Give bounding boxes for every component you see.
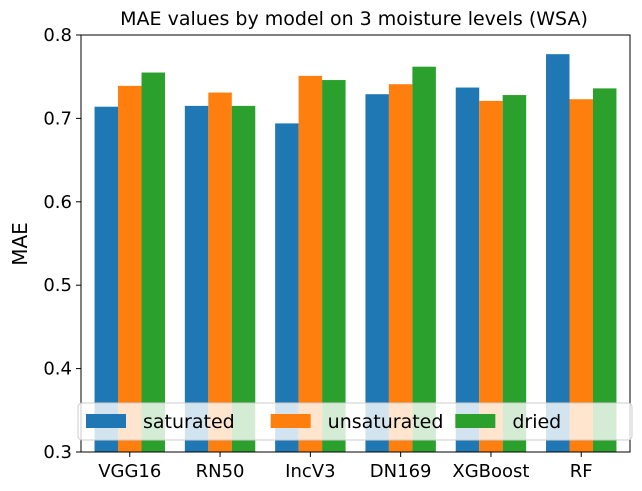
x-tick-label: RF xyxy=(570,461,593,482)
bar-saturated-rn50 xyxy=(184,105,209,452)
bar-unsaturated-rf xyxy=(569,99,593,452)
x-tick-label: RN50 xyxy=(196,461,245,482)
legend-box xyxy=(77,402,633,441)
legend-swatch-saturated xyxy=(86,414,126,428)
x-tick-label: VGG16 xyxy=(98,461,161,482)
chart-title: MAE values by model on 3 moisture levels… xyxy=(120,8,588,30)
bar-saturated-xgboost xyxy=(455,87,480,452)
plot-area: VGG16 RN50 IncV3 DN169 XGBoost RF 0.3 0.4 0.5 0.6… xyxy=(43,25,631,482)
legend-swatch-dried xyxy=(455,414,496,428)
bar-unsaturated-dn169 xyxy=(388,84,413,453)
bar-saturated-rf xyxy=(546,54,570,453)
legend-label-saturated: saturated xyxy=(143,411,235,433)
bar-dried-rn50 xyxy=(231,105,256,452)
bar-unsaturated-vgg16 xyxy=(118,85,142,453)
y-axis-label: MAE xyxy=(8,222,32,266)
y-tick-label: 0.8 xyxy=(43,25,72,46)
bar-saturated-vgg16 xyxy=(94,106,119,452)
y-tick-label: 0.3 xyxy=(43,442,72,463)
bar-unsaturated-rn50 xyxy=(208,92,232,453)
bar-unsaturated-xgboost xyxy=(479,100,503,452)
y-tick-label: 0.5 xyxy=(43,275,72,296)
bar-unsaturated-incv3 xyxy=(298,75,323,453)
legend: saturated unsaturated dried xyxy=(77,402,633,441)
legend-label-unsaturated: unsaturated xyxy=(328,411,444,433)
x-tick-label: IncV3 xyxy=(285,461,335,482)
bar-dried-vgg16 xyxy=(141,72,165,452)
bar-dried-xgboost xyxy=(502,95,527,453)
y-tick-label: 0.7 xyxy=(43,108,72,129)
bar-dried-rf xyxy=(592,88,617,452)
axes-frame xyxy=(80,34,631,453)
legend-label-dried: dried xyxy=(512,411,561,433)
y-tick-label: 0.4 xyxy=(43,359,72,380)
x-tick-label: XGBoost xyxy=(452,461,529,482)
bar-saturated-incv3 xyxy=(275,123,299,453)
y-tick-label: 0.6 xyxy=(43,192,72,213)
bar-dried-dn169 xyxy=(412,66,436,452)
x-tick-label: DN169 xyxy=(370,461,432,482)
legend-swatch-unsaturated xyxy=(270,414,311,428)
bar-saturated-dn169 xyxy=(365,94,389,453)
bar-dried-incv3 xyxy=(322,80,346,452)
